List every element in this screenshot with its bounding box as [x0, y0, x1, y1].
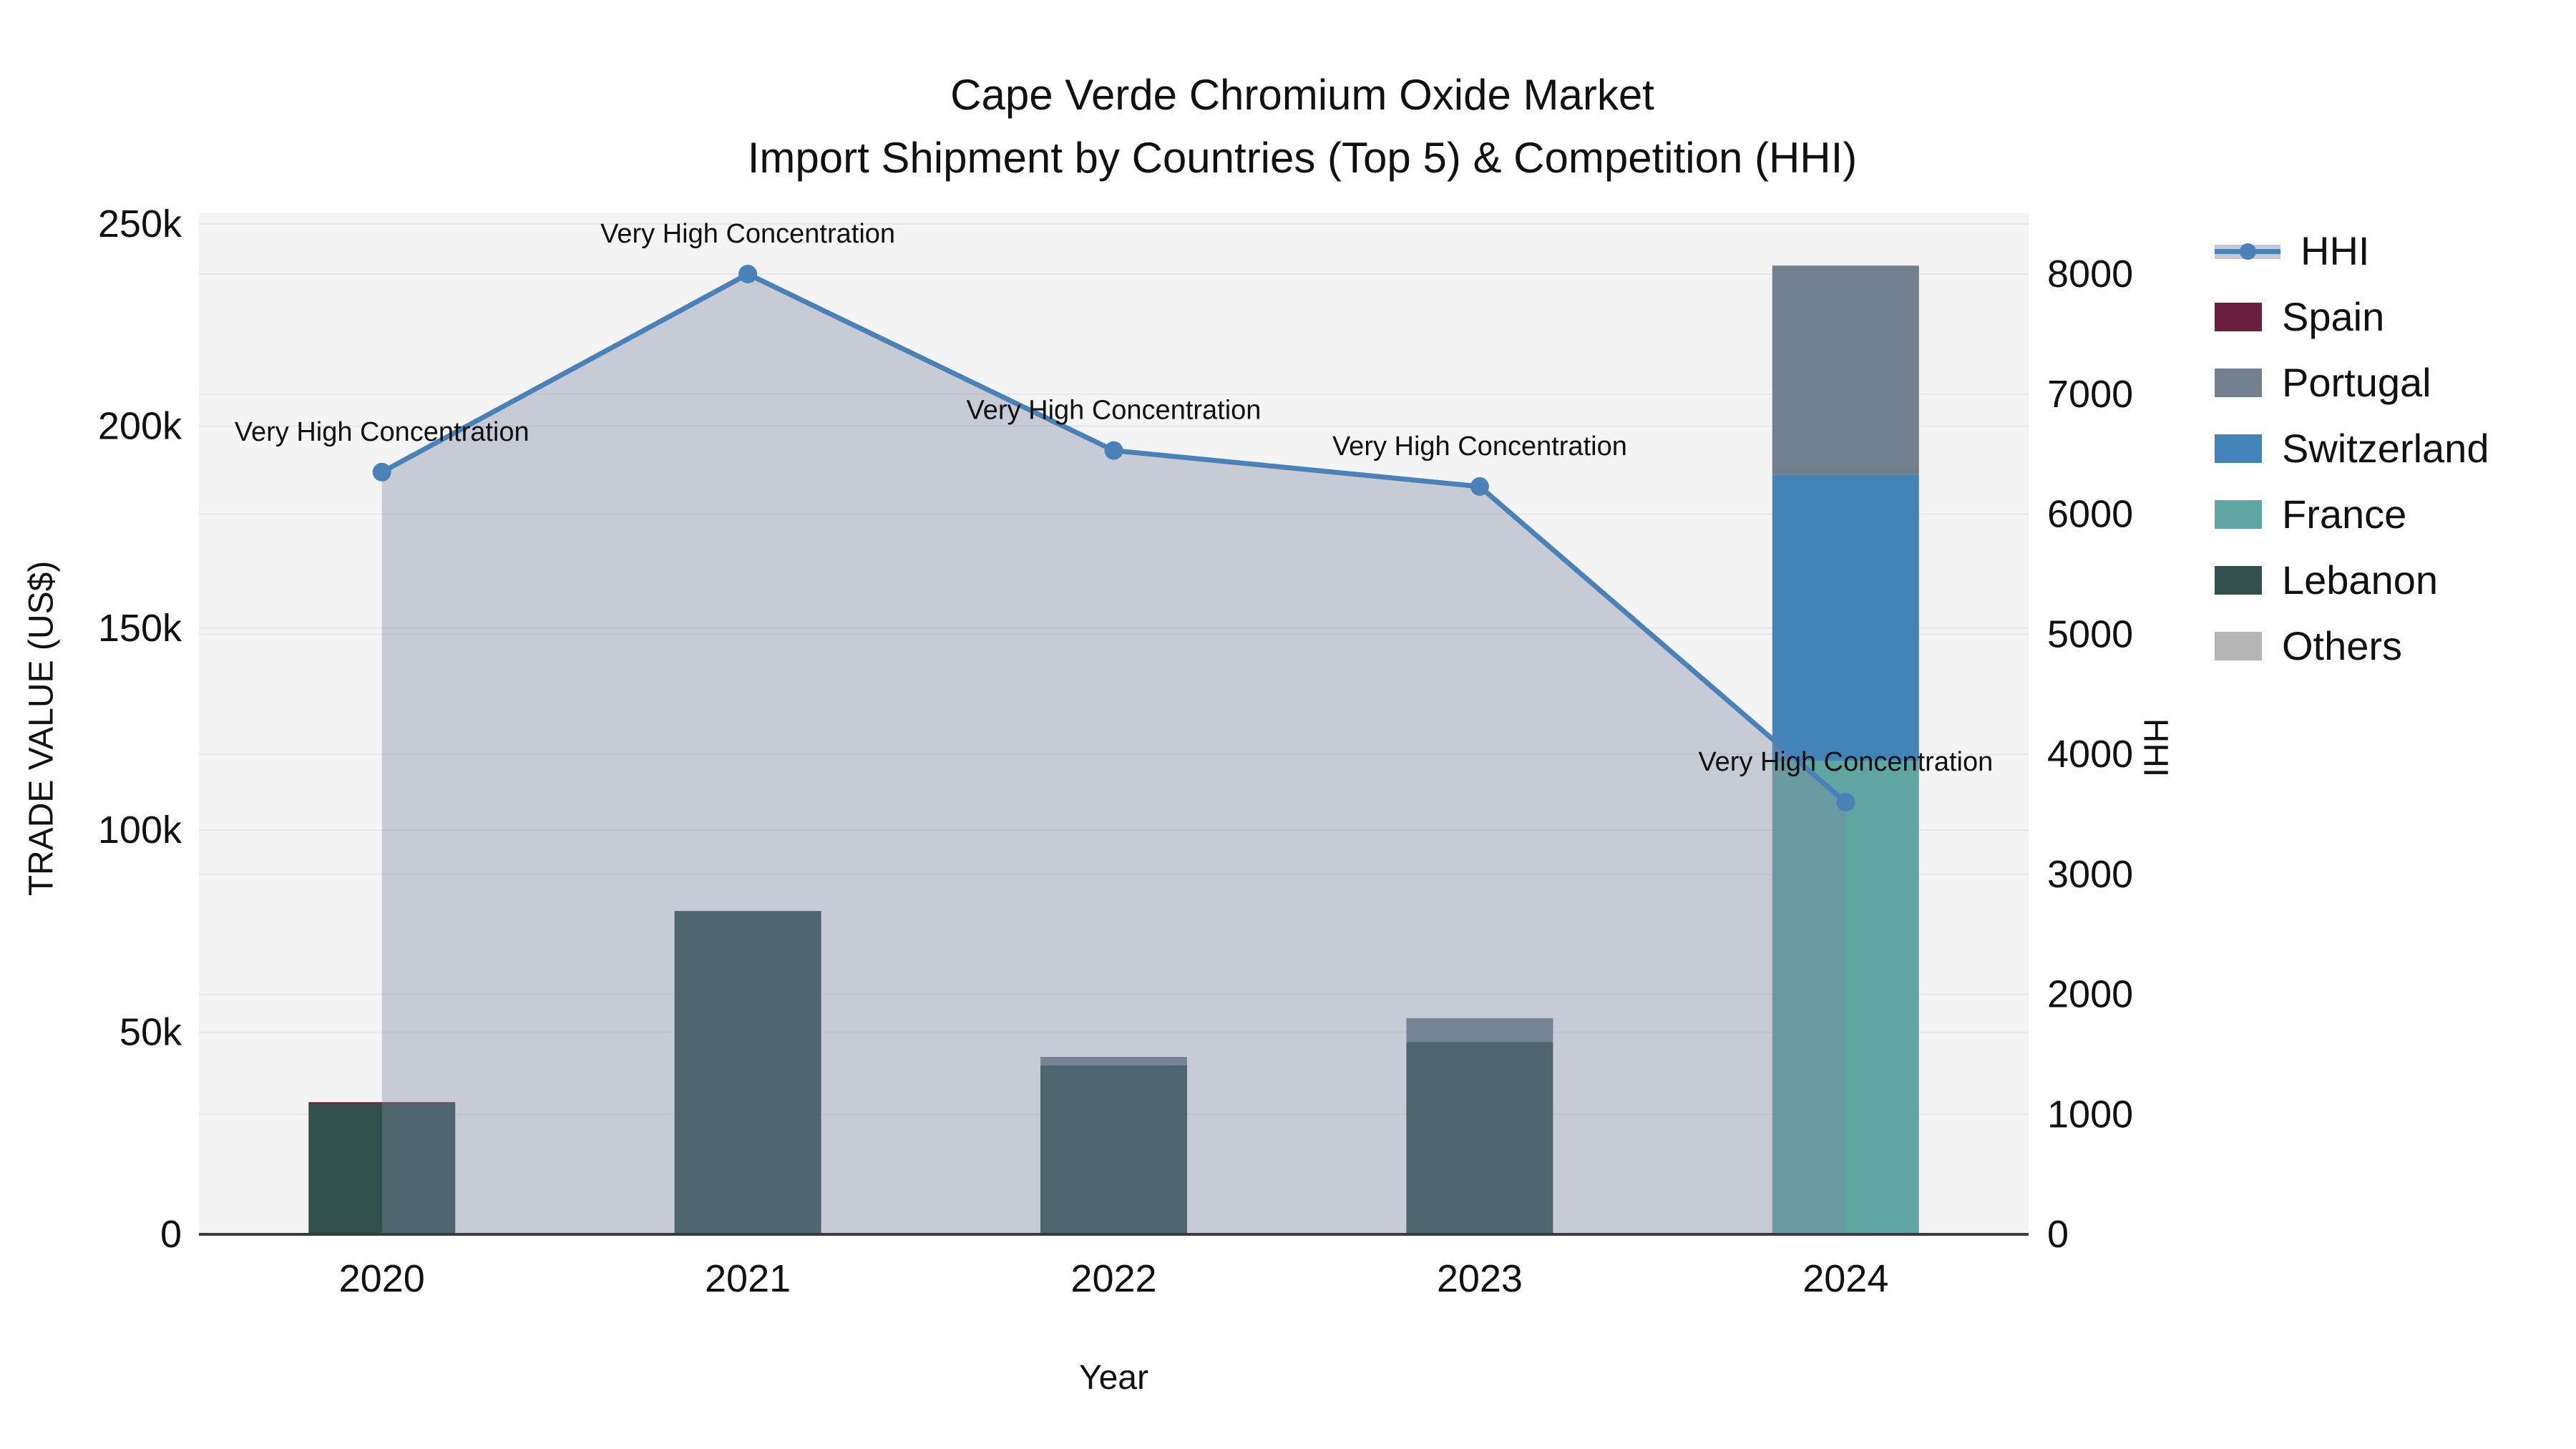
hhi-marker-2023	[1470, 477, 1489, 496]
bar-segment-lebanon-2021	[674, 911, 821, 1234]
annotation-2022: Very High Concentration	[967, 396, 1262, 426]
legend-label: Others	[2282, 623, 2403, 668]
y-left-tick-100k: 100k	[98, 809, 182, 852]
x-tick-2022: 2022	[1070, 1257, 1156, 1300]
legend-label: France	[2282, 492, 2407, 537]
y-right-tick-2000: 2000	[2047, 973, 2133, 1016]
legend-label: Lebanon	[2282, 557, 2439, 602]
france-color-swatch	[2215, 499, 2262, 529]
x-tick-2023: 2023	[1437, 1257, 1523, 1300]
y-right-tick-6000: 6000	[2047, 493, 2133, 536]
x-axis-title: Year	[1079, 1359, 1148, 1397]
legend-item-others: Others	[2215, 625, 2489, 666]
bar-segment-lebanon-2023	[1406, 1042, 1553, 1234]
legend-item-spain: Spain	[2215, 296, 2489, 337]
hhi-marker-2022	[1104, 441, 1123, 460]
annotation-2020: Very High Concentration	[235, 417, 530, 447]
bar-segment-lebanon-2020	[308, 1103, 456, 1234]
bar-segment-portugal-2024	[1772, 265, 1919, 475]
annotation-2021: Very High Concentration	[600, 219, 895, 249]
legend-item-hhi: HHI	[2215, 230, 2489, 271]
bar-segment-spain-2020	[308, 1102, 456, 1104]
legend-item-portugal: Portugal	[2215, 362, 2489, 403]
y-left-tick-50k: 50k	[119, 1011, 182, 1054]
y-right-tick-8000: 8000	[2047, 253, 2133, 296]
hhi-line-marker-icon	[2215, 240, 2280, 263]
legend-label: HHI	[2301, 228, 2370, 273]
chart-title-line2: Import Shipment by Countries (Top 5) & C…	[747, 134, 1858, 182]
legend-item-switzerland: Switzerland	[2215, 428, 2489, 469]
hhi-area	[381, 274, 1846, 1234]
others-color-swatch	[2215, 631, 2262, 660]
legend-item-lebanon: Lebanon	[2215, 560, 2489, 600]
bar-segment-lebanon-2022	[1040, 1065, 1187, 1234]
annotation-2023: Very High Concentration	[1332, 431, 1627, 462]
y-right-tick-5000: 5000	[2047, 613, 2133, 655]
lebanon-color-swatch	[2215, 565, 2262, 595]
y-left-tick-200k: 200k	[98, 404, 182, 447]
y-right-tick-3000: 3000	[2047, 853, 2133, 896]
bar-segment-switzerland-2024	[1772, 474, 1919, 761]
annotation-2024: Very High Concentration	[1698, 747, 1993, 777]
legend: HHI Spain Portugal Switzerland France Le…	[2215, 230, 2489, 666]
x-tick-2024: 2024	[1802, 1257, 1888, 1300]
y-right-tick-4000: 4000	[2047, 733, 2133, 776]
hhi-marker-2021	[738, 265, 758, 283]
y-left-tick-0: 0	[160, 1213, 182, 1256]
portugal-color-swatch	[2215, 368, 2262, 397]
y-right-tick-1000: 1000	[2047, 1093, 2133, 1136]
y-right-tick-7000: 7000	[2047, 373, 2133, 416]
chart-title-line1: Cape Verde Chromium Oxide Market	[950, 71, 1654, 119]
hhi-marker-2024	[1836, 793, 1855, 812]
spain-color-swatch	[2215, 302, 2262, 331]
x-tick-2020: 2020	[339, 1257, 425, 1300]
bar-segment-france-2024	[1772, 761, 1919, 1234]
y-right-axis-title: HHI	[2136, 718, 2175, 778]
y-right-tick-0: 0	[2047, 1213, 2069, 1256]
y-left-axis-title: TRADE VALUE (US$)	[22, 560, 61, 897]
legend-label: Spain	[2282, 294, 2385, 339]
legend-label: Switzerland	[2282, 426, 2489, 471]
y-left-tick-150k: 150k	[98, 607, 182, 650]
bar-segment-portugal-2022	[1040, 1057, 1187, 1065]
bar-segment-portugal-2023	[1406, 1018, 1553, 1043]
hhi-marker-2020	[372, 462, 391, 482]
legend-item-france: France	[2215, 494, 2489, 535]
legend-label: Portugal	[2282, 360, 2431, 405]
y-left-tick-250k: 250k	[98, 203, 182, 245]
x-tick-2021: 2021	[705, 1257, 791, 1300]
switzerland-color-swatch	[2215, 434, 2262, 463]
